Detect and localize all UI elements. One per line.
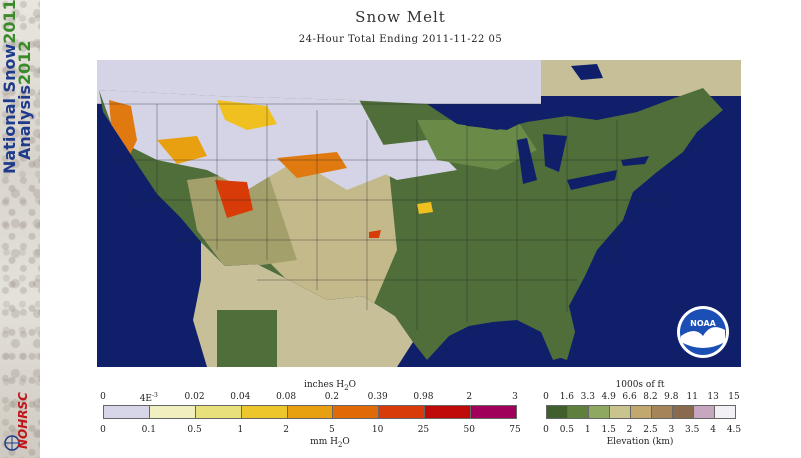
melt-bottom-tick-label: 25	[417, 425, 430, 435]
elev-bottom-tick-label: 2.5	[643, 425, 658, 435]
elev-top-tick-label: 0	[543, 392, 549, 402]
elevation-color-swatch	[610, 406, 631, 418]
noaa-logo: NOAA	[677, 306, 729, 358]
snow-melt-map: NOAA	[97, 60, 741, 367]
snow-melt-legend: inches H2O 0 4E-3 0.02 0.04 0.08 0.2 0.39 0.98 2…	[0, 370, 801, 458]
melt-color-swatch	[104, 406, 150, 418]
elev-unit-top: 1000s of ft	[615, 380, 665, 390]
melt-bottom-tick-label: 75	[509, 425, 521, 435]
elev-top-tick-label: 9.8	[664, 392, 679, 402]
state-boundaries	[97, 103, 657, 330]
title-year2: 2012	[15, 40, 34, 85]
national-snow-analysis-title: National Snow2011- Analysis2012	[0, 0, 34, 174]
melt-top-tick-label: 0.04	[230, 392, 251, 402]
melt-color-swatch	[379, 406, 426, 418]
melt-color-swatch	[425, 406, 472, 418]
elev-top-tick-label: 13	[707, 392, 719, 402]
melt-color-swatch	[333, 406, 380, 418]
noaa-logo-text: NOAA	[690, 319, 716, 328]
florida-peninsula	[541, 310, 575, 360]
melt-bottom-tick-label: 2	[283, 425, 289, 435]
elev-bottom-tick-label: 0	[543, 425, 549, 435]
melt-color-swatch	[471, 406, 517, 418]
nohrsc-globe-icon	[4, 435, 20, 451]
elev-top-tick-label: 3.3	[580, 392, 595, 402]
melt-patch-idaho	[217, 100, 277, 130]
melt-color-swatch	[149, 406, 196, 418]
melt-bottom-tick-label: 50	[463, 425, 475, 435]
elev-top-tick-label: 15	[728, 392, 740, 402]
elevation-color-swatch	[673, 406, 694, 418]
melt-bottom-tick-label: 0.5	[187, 425, 202, 435]
melt-color-swatch	[241, 406, 288, 418]
elev-bottom-tick-label: 3.5	[685, 425, 700, 435]
elev-bottom-tick-label: 0.5	[559, 425, 575, 435]
melt-top-tick-label: 0	[100, 392, 106, 402]
elev-bottom-tick-label: 4	[710, 425, 716, 435]
melt-patch-montana	[277, 152, 347, 178]
melt-top-tick-label: 0.02	[184, 392, 205, 402]
conus-map-graphic: NOAA	[97, 60, 741, 367]
melt-top-tick-label: 0.39	[367, 392, 388, 402]
melt-color-swatch	[195, 406, 242, 418]
elevation-color-swatch	[652, 406, 673, 418]
melt-patch-colorado	[157, 136, 207, 164]
elev-top-tick-label: 4.9	[601, 392, 616, 402]
elevation-color-swatch	[694, 406, 715, 418]
sidebar-banner: National Snow2011- Analysis2012 NOHRSC	[0, 0, 40, 458]
elev-top-tick-label: 1.6	[559, 392, 575, 402]
elev-top-tick-label: 8.2	[643, 392, 658, 402]
melt-patch-kansas	[369, 230, 381, 238]
elevation-color-swatch	[631, 406, 652, 418]
elev-bottom-tick-label: 1	[584, 425, 591, 435]
elevation-color-swatch	[589, 406, 610, 418]
melt-color-swatch	[287, 406, 334, 418]
elev-bottom-tick-label: 1.5	[601, 425, 616, 435]
melt-top-tick-label: 0.2	[324, 392, 340, 402]
elevation-color-swatch	[547, 406, 568, 418]
melt-top-tick-label: 0.98	[413, 392, 434, 402]
melt-bottom-tick-label: 0.1	[141, 425, 156, 435]
map-subtitle: 24-Hour Total Ending 2011-11-22 05	[298, 34, 503, 45]
map-title: Snow Melt	[355, 8, 446, 26]
great-lakes	[449, 64, 649, 190]
melt-bottom-tick-label: 0	[100, 425, 106, 435]
snow-texture-background	[0, 0, 40, 458]
melt-bottom-tick-label: 5	[329, 425, 335, 435]
elev-bottom-tick-label: 3	[668, 425, 675, 435]
melt-unit-top: inches H2O	[303, 380, 357, 392]
elevation-color-swatch	[568, 406, 589, 418]
title-line2: Analysis	[15, 84, 34, 160]
melt-top-tick-label: 3	[512, 392, 518, 402]
melt-top-tick-label: 0.08	[276, 392, 297, 402]
melt-bottom-tick-label: 1	[237, 425, 244, 435]
elevation-color-swatch	[715, 406, 735, 418]
melt-patch-midwest	[417, 202, 433, 214]
nohrsc-logo: NOHRSC	[2, 385, 36, 455]
melt-patch-wyoming	[215, 180, 253, 218]
outside-domain-northeast	[541, 60, 741, 96]
baja-lowland	[217, 310, 277, 367]
elev-top-tick-label: 11	[686, 392, 698, 402]
melt-bottom-tick-label: 10	[371, 425, 384, 435]
melt-color-bar	[103, 405, 517, 419]
elevation-color-bar	[546, 405, 736, 419]
elev-unit-bottom: Elevation (km)	[606, 437, 674, 447]
elev-bottom-tick-label: 2	[626, 425, 633, 435]
melt-top-tick-label: 2	[466, 392, 473, 402]
melt-unit-bottom: mm H2O	[310, 437, 350, 449]
melt-top-tick-label: 4E-3	[139, 392, 158, 404]
elev-top-tick-label: 6.6	[622, 392, 637, 402]
elev-bottom-tick-label: 4.5	[726, 425, 742, 435]
